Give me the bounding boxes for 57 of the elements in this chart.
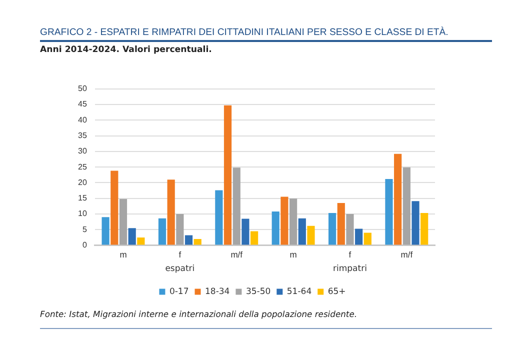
bar — [420, 213, 428, 245]
bar — [355, 228, 363, 245]
y-tick-label: 25 — [78, 162, 88, 172]
y-tick-label: 5 — [82, 224, 88, 234]
bar — [272, 211, 280, 245]
x-tick-label: m/f — [230, 250, 244, 260]
bar — [328, 213, 336, 245]
bar — [194, 239, 202, 245]
bar — [364, 232, 372, 245]
legend-label: 18-34 — [205, 286, 230, 297]
bar — [250, 231, 258, 245]
bar — [385, 178, 393, 245]
bar — [280, 196, 288, 245]
bar — [158, 218, 166, 245]
bar — [394, 154, 402, 245]
bar — [412, 201, 420, 245]
bar — [224, 105, 232, 245]
bar — [337, 203, 345, 245]
bar — [242, 218, 250, 245]
x-tick-label: f — [348, 250, 352, 260]
y-tick-label: 10 — [78, 209, 88, 218]
text: rimpatri — [333, 264, 367, 274]
bar — [176, 214, 184, 245]
legend-label: 35-50 — [246, 286, 271, 297]
source-note: Fonte: Istat, Migrazioni interne e internazionali della popolazione residente. — [40, 309, 492, 329]
bar — [128, 228, 136, 245]
bar — [232, 168, 240, 245]
bar — [102, 217, 110, 245]
legend-label: 65+ — [328, 286, 346, 297]
bar — [137, 237, 145, 245]
bar — [402, 167, 410, 245]
x-tick-label: m/f — [400, 250, 414, 260]
bar — [307, 226, 315, 245]
y-tick-label: 20 — [78, 178, 88, 187]
bar — [110, 170, 118, 245]
bar — [167, 180, 175, 245]
bar — [289, 198, 298, 245]
chart-title: GRAFICO 2 - ESPATRI E RIMPATRI DEI CITTADINI ITALIANI PER SESSO E CLASSE DI ETÀ. — [40, 27, 492, 42]
bar — [298, 218, 306, 245]
x-tick-label: f — [178, 250, 182, 260]
bar — [184, 235, 193, 245]
x-tick-label: m — [120, 250, 127, 260]
bar — [119, 198, 128, 245]
y-tick-label: 0 — [82, 240, 88, 250]
x-tick-label: m — [290, 250, 297, 260]
y-tick-label: 30 — [78, 146, 88, 156]
y-tick-label: 40 — [78, 115, 88, 124]
text: espatri — [165, 264, 195, 274]
chart-subtitle: Anni 2014-2024. Valori percentuali. — [40, 45, 212, 55]
y-tick-label: 45 — [78, 100, 88, 109]
legend-label: 51-64 — [286, 286, 312, 297]
y-tick-label: 50 — [78, 84, 88, 94]
legend-label: 0-17 — [169, 286, 189, 297]
bar — [215, 190, 223, 245]
y-tick-label: 35 — [78, 130, 88, 140]
bar — [346, 214, 354, 245]
y-tick-label: 15 — [78, 194, 88, 203]
